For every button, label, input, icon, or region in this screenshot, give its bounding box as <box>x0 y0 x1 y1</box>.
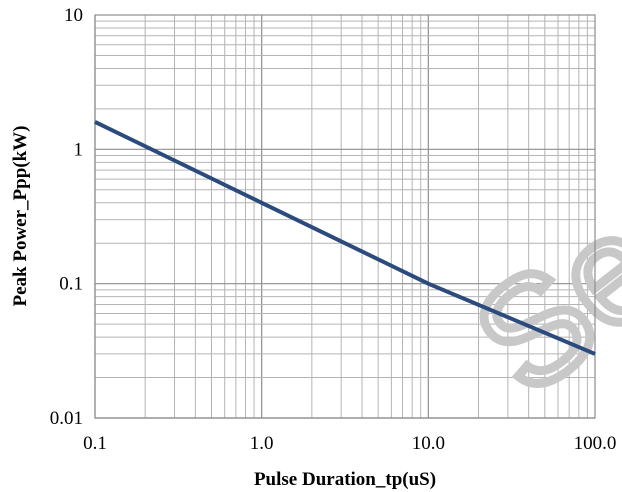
y-tick-label: 0.1 <box>59 274 83 295</box>
chart-grid <box>94 15 595 419</box>
x-tick-label: 0.1 <box>83 433 107 454</box>
series-line <box>94 120 596 356</box>
x-axis-tick-labels: 0.1 1.0 10.0 100.0 <box>83 433 616 454</box>
y-tick-label: 10 <box>64 5 83 26</box>
y-tick-label: 0.01 <box>50 408 83 429</box>
x-tick-label: 100.0 <box>574 433 617 454</box>
plot-area-border <box>94 14 596 419</box>
x-tick-label: 10.0 <box>412 433 445 454</box>
x-axis-label: Pulse Duration_tp(uS) <box>254 469 436 490</box>
y-axis-tick-labels: 0.01 0.1 1 10 <box>50 5 83 429</box>
y-tick-label: 1 <box>74 139 84 160</box>
series-layer <box>94 120 596 356</box>
x-tick-label: 1.0 <box>250 433 274 454</box>
y-axis-label: Peak Power_Ppp(kW) <box>10 125 31 306</box>
